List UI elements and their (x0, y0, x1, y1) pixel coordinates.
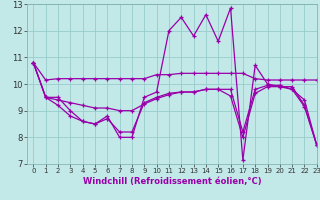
X-axis label: Windchill (Refroidissement éolien,°C): Windchill (Refroidissement éolien,°C) (83, 177, 261, 186)
